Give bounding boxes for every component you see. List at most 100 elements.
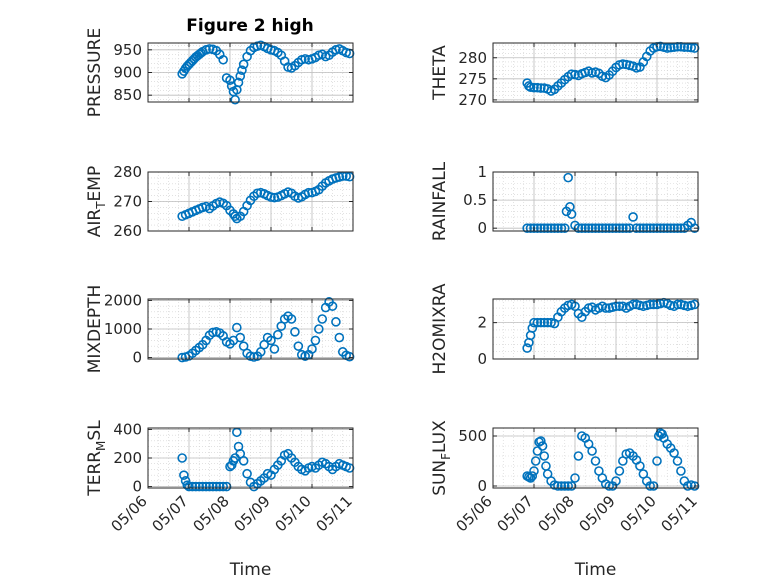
- data-point: [238, 456, 249, 466]
- data-point: [208, 327, 218, 338]
- y-tick-label: 400: [113, 420, 142, 438]
- x-tick-label: 05/06: [108, 492, 151, 535]
- data-point: [334, 332, 345, 343]
- y-tick-label: 0: [132, 349, 142, 367]
- data-point: [563, 172, 573, 183]
- data-point: [652, 456, 662, 466]
- y-tick-label: 0: [477, 477, 487, 495]
- y-tick-label: 270: [458, 91, 487, 109]
- data-point: [532, 317, 543, 328]
- subplot-3: 260 270 280 AIRTEMP: [85, 163, 355, 240]
- data-point: [204, 481, 215, 492]
- y-tick-label: 260: [113, 222, 142, 240]
- data-point: [648, 481, 659, 491]
- y-axis-label: THETA: [430, 45, 450, 101]
- data-point: [266, 192, 276, 202]
- y-axis-label: AIRTEMP: [85, 166, 108, 237]
- data-point: [242, 468, 252, 479]
- data-point: [235, 71, 246, 81]
- data-point: [522, 343, 532, 353]
- y-axis-label: TERRMSL: [85, 420, 108, 497]
- data-point: [549, 223, 560, 233]
- data-point: [537, 441, 548, 451]
- subplot-4: 0 0.5 1 RAINFALL: [430, 161, 700, 241]
- y-tick-label: 0.5: [463, 191, 487, 209]
- x-tick-label: 05/08: [535, 492, 578, 535]
- data-point: [573, 451, 584, 461]
- y-tick-label: 2000: [104, 291, 142, 309]
- data-point: [669, 448, 679, 458]
- data-point: [177, 352, 187, 363]
- data-point: [290, 327, 300, 337]
- data-point: [532, 223, 543, 233]
- data-point: [293, 341, 304, 351]
- y-axis-label: RAINFALL: [430, 161, 450, 241]
- data-point: [344, 351, 355, 362]
- data-point: [542, 223, 553, 233]
- data-point: [628, 299, 638, 310]
- y-tick-label: 0: [477, 350, 487, 368]
- axes-box: [492, 171, 699, 232]
- data-point: [662, 223, 673, 233]
- data-point: [208, 481, 218, 492]
- data-point: [686, 42, 696, 53]
- data-point: [635, 461, 645, 471]
- data-point: [546, 223, 556, 233]
- y-axis-label: MIXDEPTH: [85, 285, 105, 374]
- data-point: [252, 188, 263, 199]
- data-point: [566, 69, 577, 79]
- data-point: [269, 344, 280, 354]
- data-point: [331, 317, 341, 327]
- data-point: [238, 59, 249, 70]
- y-tick-label: 200: [113, 449, 142, 467]
- x-tick-label: 05/06: [453, 492, 496, 535]
- y-tick-label: 850: [113, 86, 142, 104]
- y-tick-label: 950: [113, 41, 142, 59]
- data-point: [577, 223, 587, 233]
- data-point: [184, 481, 194, 492]
- data-point: [635, 223, 645, 233]
- data-point: [527, 323, 538, 333]
- data-point: [235, 332, 246, 343]
- data-point: [344, 463, 355, 473]
- data-point: [230, 211, 240, 222]
- data-point: [618, 223, 628, 233]
- data-point: [587, 223, 597, 233]
- x-tick-label: 05/07: [494, 492, 537, 535]
- data-point: [604, 481, 614, 491]
- data-point: [618, 59, 628, 69]
- x-axis-label: Time: [574, 560, 617, 580]
- data-point: [587, 446, 597, 456]
- y-tick-label: 500: [458, 427, 487, 445]
- data-point: [197, 481, 208, 492]
- data-point: [232, 322, 242, 333]
- y-tick-label: 0: [132, 478, 142, 496]
- x-tick-label: 05/10: [617, 492, 660, 535]
- data-point: [536, 436, 546, 446]
- data-point: [553, 223, 563, 233]
- data-point: [580, 223, 591, 233]
- data-point: [327, 301, 338, 311]
- data-point: [542, 317, 553, 328]
- data-point: [317, 314, 328, 324]
- data-point: [662, 43, 673, 53]
- x-tick-label: 05/09: [231, 492, 274, 535]
- data-point: [230, 94, 240, 105]
- data-point: [628, 212, 638, 222]
- data-point: [607, 223, 618, 233]
- y-tick-label: 280: [113, 163, 142, 181]
- axes-box: [492, 42, 699, 103]
- data-point: [529, 223, 539, 233]
- data-point: [233, 77, 244, 88]
- y-axis-label: SUNFLUX: [430, 420, 453, 496]
- data-point: [211, 481, 222, 492]
- data-point: [655, 223, 666, 233]
- data-point: [621, 223, 632, 233]
- data-point: [559, 481, 570, 491]
- y-tick-label: 1: [477, 163, 487, 181]
- data-point: [648, 299, 659, 310]
